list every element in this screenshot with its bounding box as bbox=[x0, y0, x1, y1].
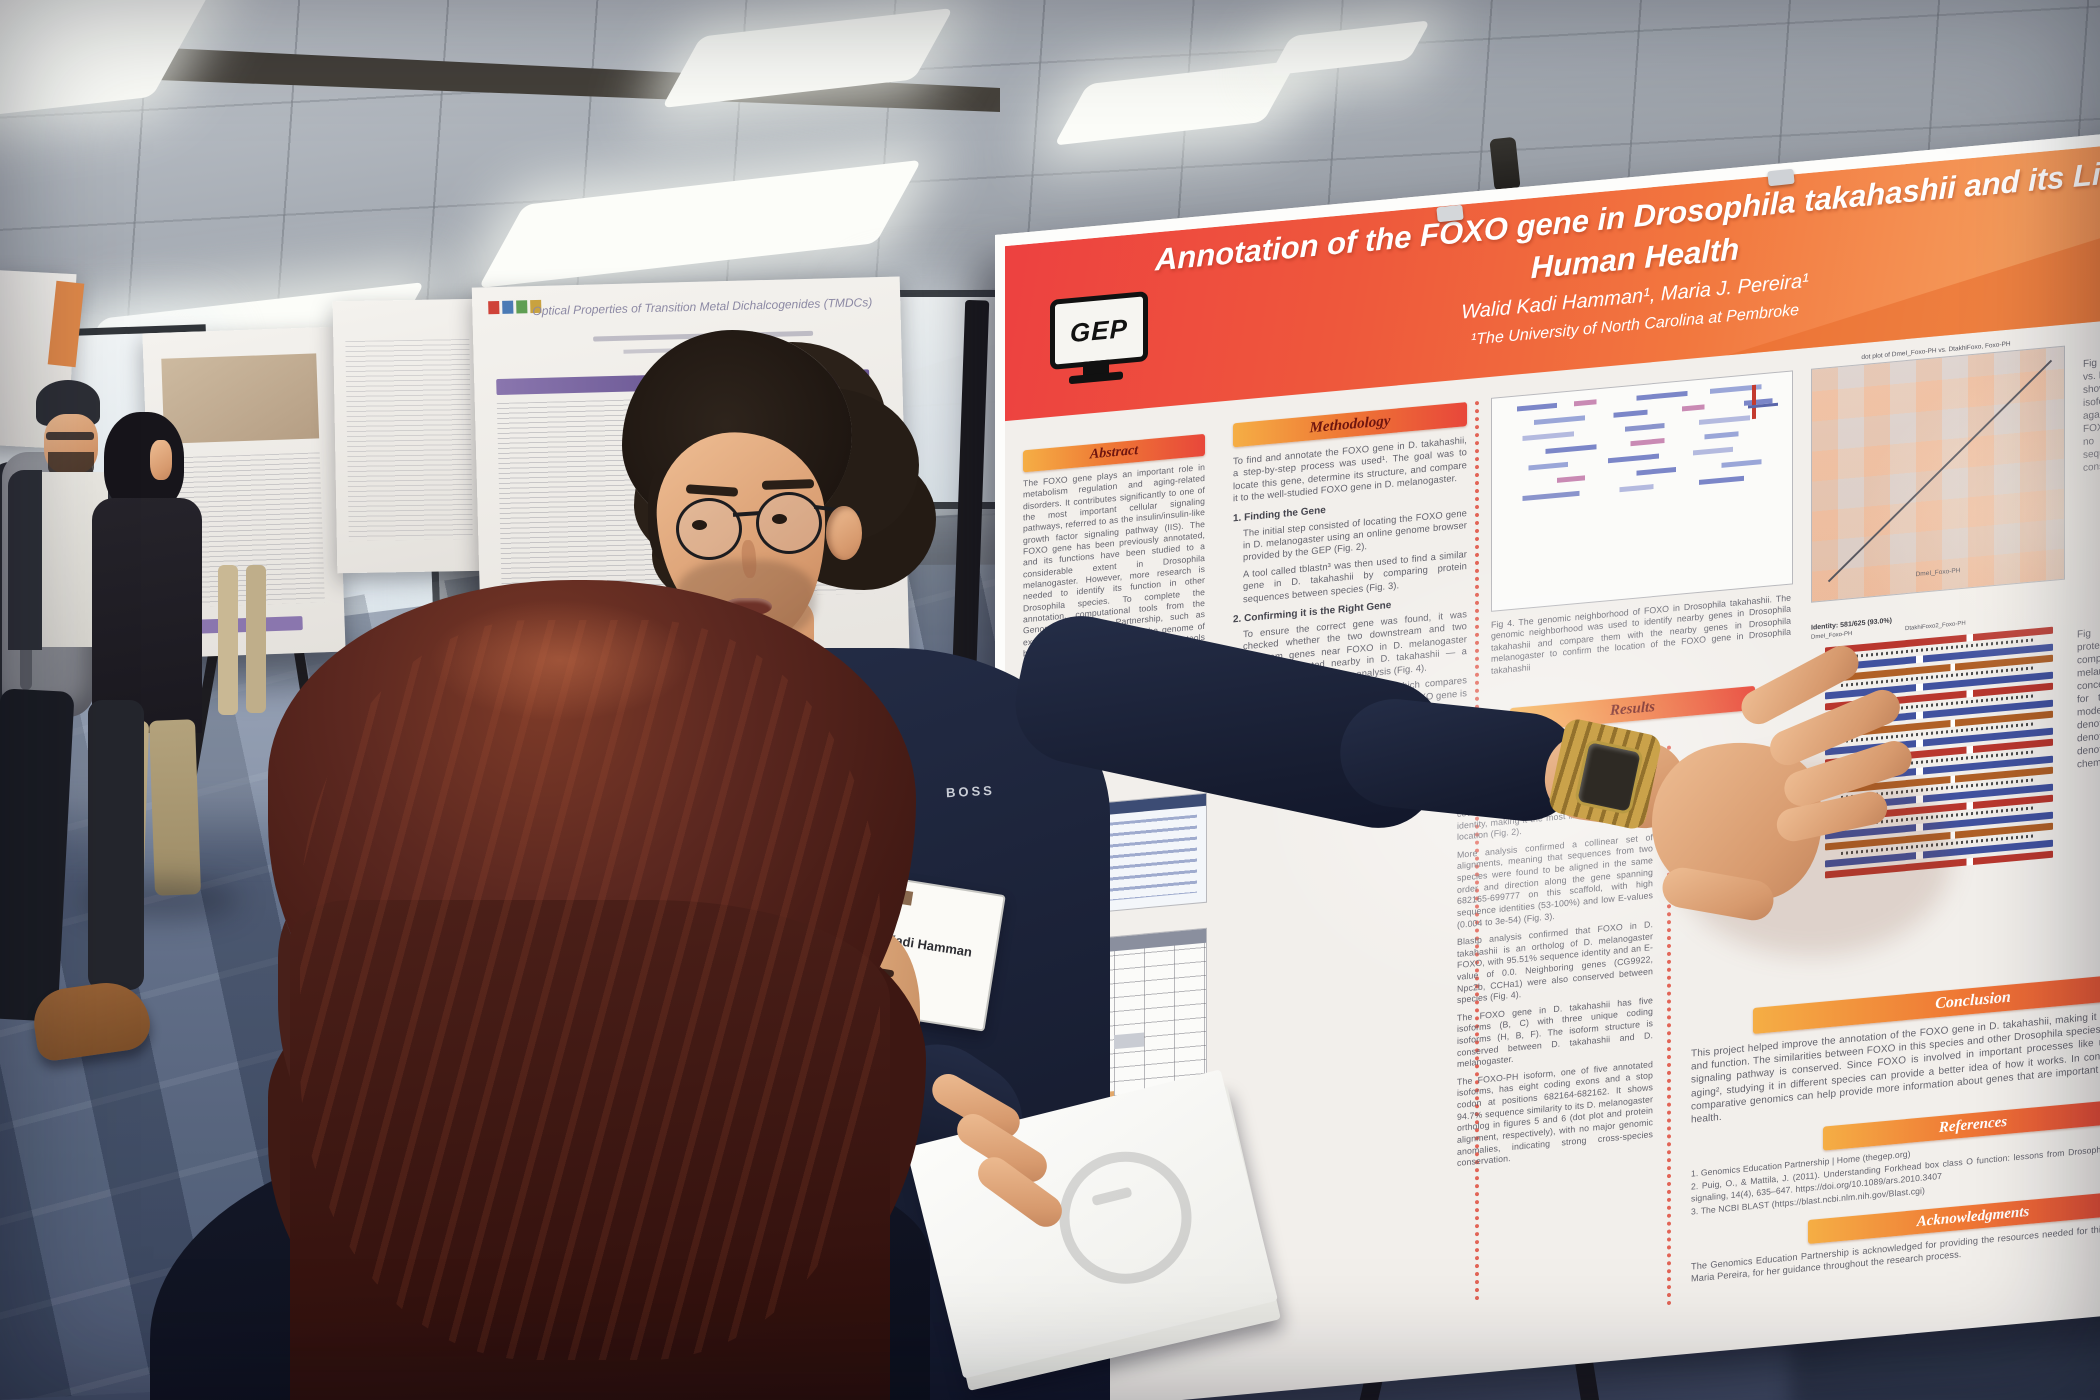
background-poster-board bbox=[332, 298, 486, 574]
presenter-eye bbox=[692, 520, 707, 530]
tmdc-logo-square bbox=[516, 300, 528, 314]
bystander-leg bbox=[246, 565, 266, 713]
genome-track bbox=[1500, 412, 1784, 444]
poster-clip bbox=[1436, 204, 1464, 223]
tmdc-poster-title: Optical Properties of Transition Metal D… bbox=[532, 295, 873, 319]
dotplot-x-label: DmeI_Foxo-PH bbox=[1915, 567, 1961, 579]
listener-hair-lower bbox=[290, 900, 890, 1400]
table-gray-cell bbox=[1114, 1032, 1144, 1050]
dot-plot-diagonal bbox=[1827, 359, 2053, 583]
poster-text-block bbox=[345, 338, 473, 542]
synteny-alignment-figure bbox=[1491, 370, 1793, 612]
poster-clip bbox=[1767, 168, 1795, 187]
glasses-left-lens bbox=[676, 498, 742, 560]
results-bullet: Blastp analysis confirmed that FOXO in D… bbox=[1457, 919, 1653, 1006]
glasses-right-lens bbox=[756, 492, 822, 554]
genome-track bbox=[1500, 382, 1784, 414]
foreground-pant-leg bbox=[88, 700, 144, 990]
man-jacket bbox=[8, 470, 42, 650]
woman-black-hair bbox=[104, 412, 184, 512]
tmdc-logo-square bbox=[502, 300, 514, 314]
woman-face-sliver bbox=[150, 440, 172, 480]
alignment-identity-label: Identity: 581/625 (93.0%) bbox=[1811, 617, 1892, 632]
genome-track bbox=[1500, 427, 1784, 459]
listener-hair-highlight bbox=[430, 600, 690, 720]
results-bullet: The FOXO-PH isoform, one of five annotat… bbox=[1457, 1058, 1653, 1169]
listener-hair-strands bbox=[300, 620, 880, 1360]
conclusion-block: Conclusion This project helped improve t… bbox=[1691, 962, 2100, 1284]
results-bullet: More analysis confirmed a collinear set … bbox=[1457, 831, 1653, 930]
tmdc-logo-square bbox=[488, 300, 500, 315]
gep-logo-icon: GEP bbox=[1050, 291, 1148, 370]
presenter-eye bbox=[772, 514, 787, 524]
gep-logo-text: GEP bbox=[1070, 312, 1128, 348]
presenter-ear bbox=[826, 506, 862, 560]
coverage-spike bbox=[1752, 384, 1756, 420]
results-bullet: The FOXO gene in D. takahashii has five … bbox=[1457, 994, 1653, 1070]
paper-logo-watermark bbox=[1045, 1137, 1206, 1298]
alignment-seq-label-1: DmeI_Foxo-PH bbox=[1811, 630, 1853, 641]
man-glasses bbox=[46, 432, 94, 440]
bystander-leg bbox=[218, 565, 238, 715]
hanging-light-fixture bbox=[1489, 136, 1521, 192]
genome-track bbox=[1500, 472, 1784, 504]
genome-track bbox=[1500, 457, 1784, 489]
sweater-brand-text: BOSS bbox=[945, 782, 996, 801]
genome-track bbox=[1500, 442, 1784, 474]
woman-dark-top bbox=[92, 498, 202, 733]
woman-tan-pants-leg bbox=[148, 719, 202, 896]
fig6-caption: Fig 6. The protein alignment. The protei… bbox=[2077, 613, 2100, 771]
presenter-eyebrow bbox=[761, 479, 815, 490]
fig5-caption: Fig 5. The dot plot of DmeI_Foxo-PH vs. … bbox=[2083, 343, 2100, 474]
genome-track bbox=[1500, 397, 1784, 429]
poster-photo-block bbox=[161, 353, 320, 444]
dot-plot-figure: DmeI_Foxo-PH bbox=[1811, 345, 2065, 603]
gep-logo-base bbox=[1069, 371, 1123, 385]
